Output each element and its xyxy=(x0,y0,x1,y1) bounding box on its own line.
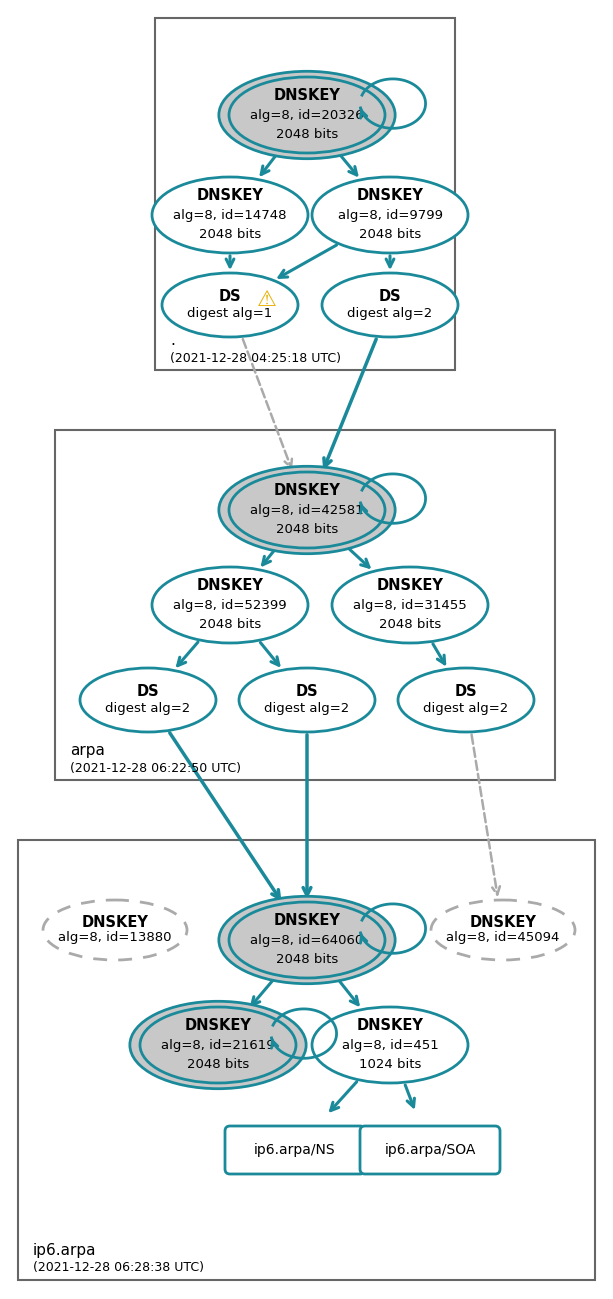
Bar xyxy=(155,18,455,370)
Text: 2048 bits: 2048 bits xyxy=(276,129,338,142)
Ellipse shape xyxy=(312,177,468,253)
Text: DNSKEY: DNSKEY xyxy=(197,578,264,592)
Ellipse shape xyxy=(43,900,187,960)
Ellipse shape xyxy=(312,1007,468,1083)
Text: DNSKEY: DNSKEY xyxy=(357,188,424,203)
Text: DS: DS xyxy=(455,685,478,699)
Text: 2048 bits: 2048 bits xyxy=(359,229,421,242)
FancyBboxPatch shape xyxy=(360,1126,500,1174)
Text: digest alg=2: digest alg=2 xyxy=(424,701,509,714)
Text: 2048 bits: 2048 bits xyxy=(379,618,441,631)
Text: DS: DS xyxy=(379,290,402,304)
Text: digest alg=2: digest alg=2 xyxy=(348,307,433,320)
Text: ⚠: ⚠ xyxy=(257,290,278,310)
Text: DS: DS xyxy=(295,685,318,699)
Ellipse shape xyxy=(219,896,395,983)
Text: DNSKEY: DNSKEY xyxy=(273,88,340,103)
Text: alg=8, id=9799: alg=8, id=9799 xyxy=(338,209,443,222)
Text: DS: DS xyxy=(219,290,242,304)
Bar xyxy=(55,430,555,779)
Ellipse shape xyxy=(229,472,385,548)
Text: DNSKEY: DNSKEY xyxy=(376,578,443,592)
Ellipse shape xyxy=(219,466,395,553)
Text: .: . xyxy=(170,333,175,348)
Text: DNSKEY: DNSKEY xyxy=(273,483,340,498)
Text: DNSKEY: DNSKEY xyxy=(273,913,340,927)
Text: DS: DS xyxy=(137,685,159,699)
Text: DNSKEY: DNSKEY xyxy=(470,914,536,930)
Text: 2048 bits: 2048 bits xyxy=(276,953,338,966)
Text: 1024 bits: 1024 bits xyxy=(359,1059,421,1072)
Text: alg=8, id=14748: alg=8, id=14748 xyxy=(173,209,287,222)
Text: alg=8, id=31455: alg=8, id=31455 xyxy=(353,599,467,612)
Text: arpa: arpa xyxy=(70,743,105,757)
Text: (2021-12-28 06:28:38 UTC): (2021-12-28 06:28:38 UTC) xyxy=(33,1261,204,1274)
Text: alg=8, id=64060: alg=8, id=64060 xyxy=(250,934,364,947)
Text: 2048 bits: 2048 bits xyxy=(187,1059,249,1072)
Ellipse shape xyxy=(152,177,308,253)
Text: alg=8, id=13880: alg=8, id=13880 xyxy=(58,931,172,944)
Text: alg=8, id=42581: alg=8, id=42581 xyxy=(250,504,364,517)
Text: alg=8, id=45094: alg=8, id=45094 xyxy=(446,931,560,944)
Text: DNSKEY: DNSKEY xyxy=(357,1017,424,1033)
Text: digest alg=2: digest alg=2 xyxy=(264,701,349,714)
Text: DNSKEY: DNSKEY xyxy=(197,188,264,203)
Ellipse shape xyxy=(140,1007,296,1083)
Text: ip6.arpa/NS: ip6.arpa/NS xyxy=(254,1143,336,1157)
Text: 2048 bits: 2048 bits xyxy=(199,618,261,631)
Text: DNSKEY: DNSKEY xyxy=(82,914,148,930)
Text: (2021-12-28 06:22:50 UTC): (2021-12-28 06:22:50 UTC) xyxy=(70,761,241,774)
Ellipse shape xyxy=(130,1002,306,1089)
Text: 2048 bits: 2048 bits xyxy=(276,523,338,536)
Text: ip6.arpa: ip6.arpa xyxy=(33,1243,96,1257)
Ellipse shape xyxy=(239,668,375,733)
Ellipse shape xyxy=(332,566,488,643)
Ellipse shape xyxy=(398,668,534,733)
Text: ip6.arpa/SOA: ip6.arpa/SOA xyxy=(384,1143,476,1157)
Text: 2048 bits: 2048 bits xyxy=(199,229,261,242)
Text: alg=8, id=20326: alg=8, id=20326 xyxy=(250,109,364,122)
Ellipse shape xyxy=(162,273,298,336)
FancyBboxPatch shape xyxy=(225,1126,365,1174)
Ellipse shape xyxy=(80,668,216,733)
Text: (2021-12-28 04:25:18 UTC): (2021-12-28 04:25:18 UTC) xyxy=(170,352,341,365)
Ellipse shape xyxy=(229,902,385,978)
Ellipse shape xyxy=(229,77,385,153)
Ellipse shape xyxy=(219,71,395,158)
Text: alg=8, id=52399: alg=8, id=52399 xyxy=(173,599,287,612)
Text: digest alg=2: digest alg=2 xyxy=(105,701,191,714)
Ellipse shape xyxy=(152,566,308,643)
Ellipse shape xyxy=(431,900,575,960)
Bar xyxy=(18,840,595,1280)
Text: alg=8, id=21619: alg=8, id=21619 xyxy=(161,1038,275,1051)
Text: alg=8, id=451: alg=8, id=451 xyxy=(341,1038,438,1051)
Text: DNSKEY: DNSKEY xyxy=(185,1017,251,1033)
Text: digest alg=1: digest alg=1 xyxy=(188,307,273,320)
Ellipse shape xyxy=(322,273,458,336)
